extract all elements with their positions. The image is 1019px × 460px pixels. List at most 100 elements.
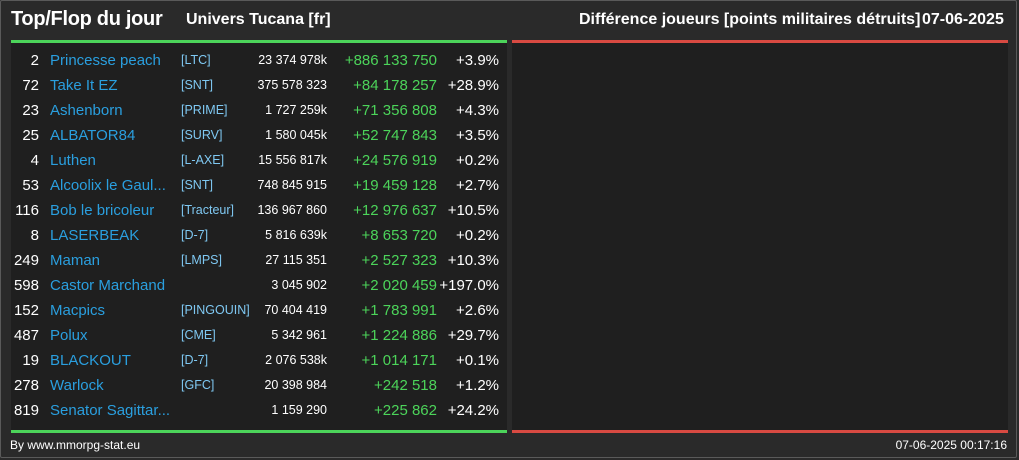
player-rank: 116 [15,202,39,219]
table-row: 4 Luthen [L-AXE] 15 556 817k +24 576 919 +0.2… [11,148,507,173]
percent-change: +2.6% [456,302,499,319]
flop-accent-line-bottom [512,430,1008,433]
points-difference: +19 459 128 [353,177,437,194]
alliance-tag-link[interactable]: [SNT] [181,78,213,92]
player-rank: 487 [13,327,39,344]
table-row: 2 Princesse peach [LTC] 23 374 978k +886 133… [11,48,507,73]
player-points: 2 076 538k [265,353,327,367]
table-row: 278 Warlock [GFC] 20 398 984 +242 518 +1.2% [11,373,507,398]
top-panel: 2 Princesse peach [LTC] 23 374 978k +886 133… [11,43,507,430]
alliance-tag-link[interactable]: [GFC] [181,378,215,392]
player-points: 3 045 902 [271,278,327,292]
points-difference: +1 783 991 [361,302,438,319]
points-difference: +242 518 [374,377,437,394]
top-accent-line [11,40,507,43]
percent-change: +0.2% [456,152,499,169]
alliance-tag-link[interactable]: [PRIME] [181,103,228,117]
percent-change: +2.7% [456,177,499,194]
page-title: Top/Flop du jour [11,8,163,30]
alliance-tag-link[interactable]: [SNT] [181,178,213,192]
percent-change: +28.9% [447,77,499,94]
alliance-tag-link[interactable]: [D-7] [181,353,209,367]
player-name-link[interactable]: LASERBEAK [50,227,140,244]
table-row: 152 Macpics [PINGOUIN] 70 404 419 +1 783 991… [11,298,507,323]
player-rank: 53 [22,177,39,194]
table-row: 72 Take It EZ [SNT] 375 578 323 +84 178 257 +… [11,73,507,98]
player-rank: 278 [13,377,39,394]
player-points: 5 816 639k [265,228,327,242]
footer-source: By www.mmorpg-stat.eu [10,438,141,452]
player-points: 1 159 290 [271,403,327,417]
player-points: 375 578 323 [257,78,327,92]
alliance-tag-link[interactable]: [LTC] [181,53,211,67]
table-row: 53 Alcoolix le Gaul... [SNT] 748 845 915 +19… [11,173,507,198]
percent-change: +29.7% [447,327,499,344]
flop-panel [512,43,1008,430]
table-row: 23 Ashenborn [PRIME] 1 727 259k +71 356 808 +… [11,98,507,123]
percent-change: +3.9% [456,52,499,69]
metric-label: Différence joueurs [points militaires dé… [579,11,921,28]
player-name-link[interactable]: Senator Sagittar... [50,402,171,419]
table-row: 19 BLACKOUT [D-7] 2 076 538k +1 014 171 +0.1% [11,348,507,373]
player-points: 70 404 419 [264,303,327,317]
player-name-link[interactable]: ALBATOR84 [50,127,136,144]
alliance-tag-link[interactable]: [D-7] [181,228,209,242]
footer-timestamp: 07-06-2025 00:17:16 [895,438,1007,452]
alliance-tag-link[interactable]: [SURV] [181,128,223,142]
player-name-link[interactable]: Alcoolix le Gaul... [50,177,166,194]
player-rank: 2 [30,52,39,69]
percent-change: +10.3% [447,252,499,269]
points-difference: +24 576 919 [353,152,437,169]
player-name-link[interactable]: Luthen [50,152,96,169]
points-difference: +2 020 459 [361,277,438,294]
player-name-link[interactable]: Ashenborn [50,102,123,119]
player-points: 5 342 961 [271,328,327,342]
alliance-tag-link[interactable]: [PINGOUIN] [181,303,250,317]
player-points: 23 374 978k [258,53,327,67]
percent-change: +1.2% [456,377,499,394]
percent-change: +3.5% [456,127,499,144]
player-name-link[interactable]: BLACKOUT [50,352,131,369]
points-difference: +1 224 886 [361,327,438,344]
points-difference: +71 356 808 [353,102,437,119]
points-difference: +2 527 323 [361,252,438,269]
player-name-link[interactable]: Warlock [50,377,104,394]
universe-label: Univers Tucana [fr] [186,11,331,28]
table-row: 116 Bob le bricoleur [Tracteur] 136 967 860… [11,198,507,223]
alliance-tag-link[interactable]: [L-AXE] [181,153,225,167]
alliance-tag-link[interactable]: [LMPS] [181,253,222,267]
player-name-link[interactable]: Take It EZ [50,77,118,94]
percent-change: +0.1% [456,352,499,369]
player-rank: 72 [22,77,39,94]
player-rank: 598 [13,277,39,294]
player-points: 27 115 351 [265,253,327,267]
player-points: 1 580 045k [265,128,327,142]
points-difference: +52 747 843 [353,127,437,144]
player-points: 15 556 817k [258,153,327,167]
points-difference: +886 133 750 [344,52,437,69]
player-points: 1 727 259k [265,103,327,117]
player-rank: 4 [30,152,39,169]
player-name-link[interactable]: Castor Marchand [50,277,166,294]
player-name-link[interactable]: Princesse peach [50,52,161,69]
table-row: 598 Castor Marchand 3 045 902 +2 020 459 +19… [11,273,507,298]
player-rank: 249 [13,252,39,269]
player-rank: 819 [13,402,39,419]
player-points: 136 967 860 [257,203,327,217]
table-row: 25 ALBATOR84 [SURV] 1 580 045k +52 747 843 +3… [11,123,507,148]
player-name-link[interactable]: Bob le bricoleur [50,202,155,219]
player-rank: 25 [22,127,39,144]
header-date: 07-06-2025 [922,11,1004,28]
points-difference: +1 014 171 [361,352,438,369]
table-row: 249 Maman [LMPS] 27 115 351 +2 527 323 +10.3% [11,248,507,273]
player-name-link[interactable]: Polux [50,327,88,344]
percent-change: +4.3% [456,102,499,119]
alliance-tag-link[interactable]: [Tracteur] [181,203,235,217]
player-name-link[interactable]: Macpics [50,302,106,319]
alliance-tag-link[interactable]: [CME] [181,328,216,342]
player-rank: 23 [22,102,39,119]
flop-accent-line [512,40,1008,43]
player-name-link[interactable]: Maman [50,252,101,269]
points-difference: +84 178 257 [353,77,437,94]
